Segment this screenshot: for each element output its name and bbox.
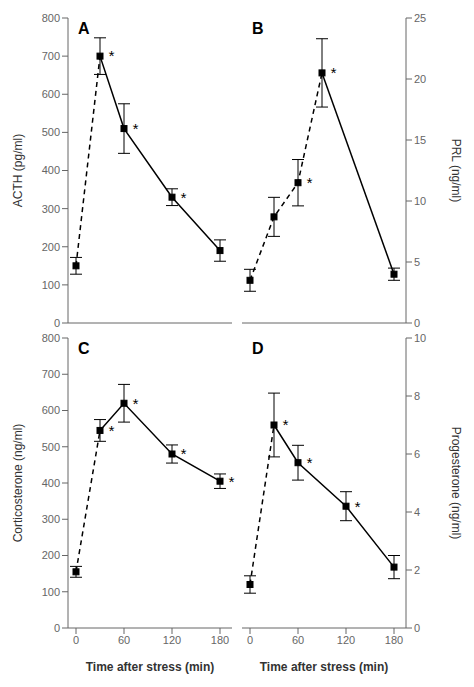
svg-text:*: *	[108, 422, 115, 439]
svg-text:120: 120	[163, 634, 181, 646]
svg-text:6: 6	[414, 448, 420, 460]
svg-text:800: 800	[42, 333, 60, 344]
svg-text:*: *	[108, 47, 115, 64]
svg-text:0: 0	[54, 622, 60, 634]
svg-text:20: 20	[414, 73, 426, 85]
svg-text:500: 500	[42, 126, 60, 138]
svg-text:*: *	[306, 174, 313, 191]
svg-text:*: *	[132, 395, 139, 412]
svg-text:200: 200	[42, 549, 60, 561]
svg-text:10: 10	[414, 333, 426, 344]
svg-text:8: 8	[414, 390, 420, 402]
html-text:B: B	[252, 20, 264, 37]
svg-text:180: 180	[385, 634, 403, 646]
svg-text:400: 400	[42, 164, 60, 176]
svg-text:600: 600	[42, 404, 60, 416]
svg-text:5: 5	[414, 256, 420, 268]
svg-text:300: 300	[42, 513, 60, 525]
svg-text:0: 0	[73, 634, 79, 646]
svg-text:Time after stress (min): Time after stress (min)	[86, 660, 215, 674]
svg-text:*: *	[282, 416, 289, 433]
svg-text:400: 400	[42, 477, 60, 489]
svg-text:500: 500	[42, 441, 60, 453]
svg-text:0: 0	[247, 634, 253, 646]
svg-text:100: 100	[42, 279, 60, 291]
svg-text:300: 300	[42, 203, 60, 215]
svg-text:600: 600	[42, 88, 60, 100]
svg-text:25: 25	[414, 12, 426, 24]
svg-text:*: *	[306, 454, 313, 471]
html-text:A: A	[78, 20, 90, 37]
svg-text:60: 60	[292, 634, 304, 646]
svg-text:100: 100	[42, 586, 60, 598]
svg-text:60: 60	[118, 634, 130, 646]
svg-text:ACTH (pg/ml): ACTH (pg/ml)	[11, 134, 25, 207]
svg-text:15: 15	[414, 134, 426, 146]
svg-text:800: 800	[42, 12, 60, 24]
svg-text:*: *	[180, 445, 187, 462]
svg-text:Time after stress (min): Time after stress (min)	[260, 660, 389, 674]
svg-text:2: 2	[414, 564, 420, 576]
svg-text:200: 200	[42, 241, 60, 253]
html-text:C: C	[78, 340, 90, 357]
svg-text:*: *	[354, 498, 361, 515]
svg-text:4: 4	[414, 506, 420, 518]
svg-text:120: 120	[337, 634, 355, 646]
html-text:D: D	[252, 340, 264, 357]
svg-text:Corticosterone (ng/ml): Corticosterone (ng/ml)	[11, 424, 25, 543]
svg-text:0: 0	[414, 317, 420, 329]
svg-text:10: 10	[414, 195, 426, 207]
svg-text:*: *	[180, 189, 187, 206]
svg-text:*: *	[132, 120, 139, 137]
svg-text:180: 180	[211, 634, 229, 646]
svg-text:0: 0	[54, 317, 60, 329]
svg-text:PRL (ng/ml): PRL (ng/ml)	[449, 139, 463, 203]
svg-text:0: 0	[414, 622, 420, 634]
svg-text:*: *	[330, 64, 337, 81]
svg-text:Progesterone (ng/ml): Progesterone (ng/ml)	[449, 427, 463, 540]
svg-text:700: 700	[42, 368, 60, 380]
svg-text:700: 700	[42, 50, 60, 62]
svg-text:*: *	[228, 473, 235, 490]
